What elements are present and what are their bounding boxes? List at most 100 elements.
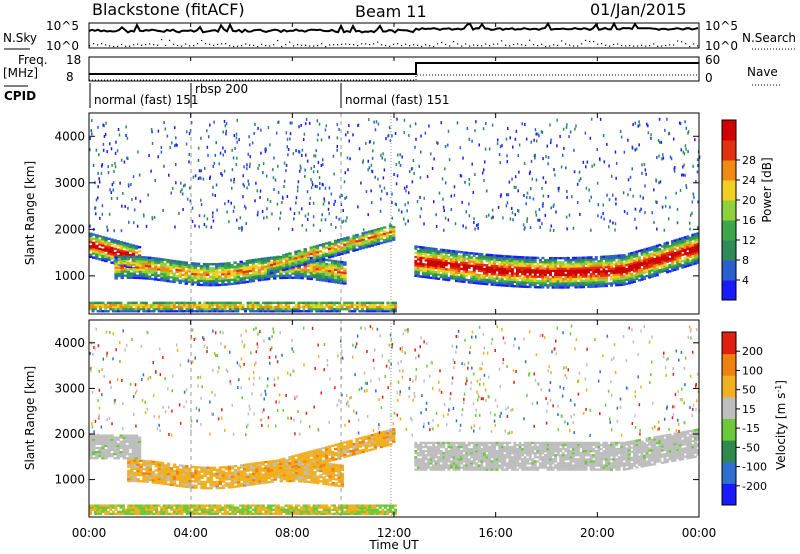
heatmap-cell [638, 270, 641, 274]
heatmap-cell [373, 243, 378, 246]
heatmap-cell [284, 310, 288, 313]
heatmap-cell [184, 263, 189, 266]
heatmap-cell [640, 270, 644, 273]
heatmap-cell [498, 460, 502, 463]
heatmap-cell [516, 266, 519, 269]
heatmap-cell [477, 222, 480, 226]
heatmap-cell [306, 190, 309, 194]
heatmap-cell [108, 212, 111, 216]
heatmap-cell [152, 307, 156, 311]
heatmap-cell [491, 208, 494, 212]
heatmap-cell [598, 157, 601, 161]
heatmap-cell [152, 301, 156, 305]
heatmap-cell [154, 267, 158, 271]
heatmap-cell [254, 271, 259, 274]
heatmap-cell [132, 255, 137, 259]
heatmap-cell [160, 258, 164, 261]
heatmap-cell [208, 301, 212, 305]
heatmap-cell [212, 263, 216, 266]
heatmap-cell [617, 283, 621, 287]
heatmap-cell [620, 271, 624, 274]
heatmap-cell [589, 256, 593, 259]
heatmap-cell [157, 266, 161, 269]
heatmap-cell [449, 268, 453, 272]
heatmap-cell [487, 213, 490, 217]
heatmap-cell [474, 173, 476, 177]
heatmap-cell [419, 466, 423, 469]
heatmap-cell [538, 445, 542, 449]
heatmap-cell [673, 169, 676, 173]
heatmap-cell [678, 250, 682, 253]
heatmap-cell [165, 305, 169, 309]
heatmap-cell [455, 445, 458, 449]
heatmap-cell [577, 258, 580, 262]
heatmap-cell [627, 269, 631, 272]
heatmap-cell [202, 177, 205, 181]
heatmap-cell [574, 273, 578, 276]
heatmap-cell [477, 254, 481, 258]
heatmap-cell [155, 303, 159, 307]
heatmap-cell [500, 265, 504, 268]
heatmap-cell [227, 270, 231, 273]
heatmap-cell [297, 266, 301, 269]
heatmap-cell [599, 257, 603, 261]
heatmap-cell [141, 270, 146, 274]
heatmap-cell [686, 262, 690, 265]
heatmap-cell [564, 259, 568, 262]
heatmap-cell [337, 279, 341, 282]
heatmap-cell [187, 266, 192, 269]
heatmap-cell [263, 259, 268, 262]
heatmap-cell [663, 250, 667, 254]
nsearch-point [533, 44, 535, 46]
heatmap-cell [230, 201, 232, 205]
heatmap-cell [510, 284, 514, 288]
heatmap-cell [127, 310, 131, 313]
heatmap-cell [424, 449, 428, 453]
heatmap-cell [442, 250, 446, 254]
heatmap-cell [154, 278, 158, 281]
heatmap-cell [160, 305, 164, 309]
heatmap-cell [279, 307, 283, 311]
heatmap-cell [565, 166, 567, 170]
heatmap-cell [510, 257, 514, 261]
heatmap-cell [575, 124, 577, 128]
heatmap-cell [546, 454, 550, 457]
heatmap-cell [608, 198, 611, 202]
heatmap-cell [660, 259, 664, 263]
heatmap-cell [594, 270, 598, 274]
heatmap-cell [607, 261, 611, 264]
heatmap-cell [447, 276, 451, 280]
heatmap-cell [517, 209, 519, 213]
heatmap-cell [538, 267, 542, 270]
heatmap-cell [352, 243, 356, 246]
heatmap-cell [691, 263, 695, 266]
heatmap-cell [559, 271, 563, 275]
heatmap-cell [178, 281, 182, 285]
heatmap-cell [340, 265, 344, 268]
heatmap-cell [330, 270, 335, 273]
heatmap-cell [200, 203, 203, 207]
heatmap-cell [110, 238, 114, 241]
heatmap-cell [292, 307, 296, 311]
heatmap-cell [475, 454, 479, 457]
heatmap-cell [279, 265, 283, 268]
heatmap-cell [518, 260, 522, 263]
colorbar-tick-label: 16 [742, 214, 756, 227]
heatmap-cell [175, 181, 177, 185]
heatmap-cell [194, 174, 197, 178]
heatmap-cell [305, 301, 308, 305]
heatmap-cell [691, 254, 695, 258]
heatmap-cell [341, 193, 343, 197]
heatmap-cell [348, 310, 352, 313]
heatmap-cell [682, 150, 685, 154]
heatmap-cell [516, 260, 519, 263]
heatmap-cell [343, 276, 347, 279]
nsearch-point [345, 43, 347, 45]
heatmap-cell [358, 301, 362, 305]
heatmap-cell [584, 271, 588, 274]
heatmap-cell [599, 280, 603, 284]
heatmap-cell [696, 232, 700, 235]
heatmap-cell [224, 274, 228, 278]
heatmap-cell [635, 275, 639, 279]
heatmap-cell [424, 458, 428, 461]
